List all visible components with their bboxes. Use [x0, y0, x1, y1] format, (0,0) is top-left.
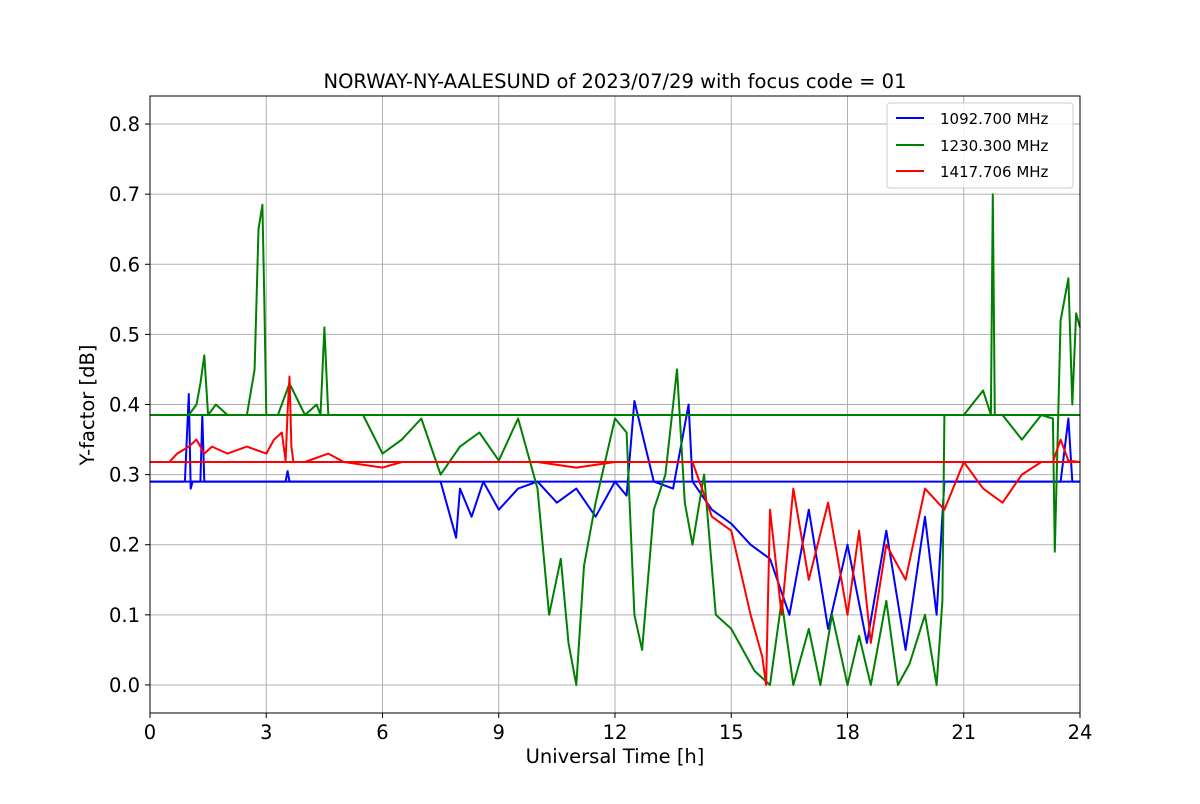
chart-title: NORWAY-NY-AALESUND of 2023/07/29 with fo… [324, 70, 907, 93]
x-tick-label: 24 [1068, 721, 1093, 744]
x-axis-label: Universal Time [h] [526, 745, 705, 768]
x-tick-label: 21 [951, 721, 976, 744]
x-tick-label: 12 [603, 721, 628, 744]
legend-label-1230: 1230.300 MHz [940, 137, 1049, 155]
x-tick-label: 9 [493, 721, 505, 744]
y-tick-label: 0.8 [109, 113, 140, 136]
x-tick-label: 18 [835, 721, 860, 744]
x-tick-label: 6 [376, 721, 388, 744]
legend-box [886, 102, 1074, 189]
y-tick-label: 0.2 [109, 534, 140, 557]
y-axis-label: Y-factor [dB] [76, 345, 99, 467]
series-lines [150, 193, 1081, 686]
y-tick-label: 0.7 [109, 183, 140, 206]
series-1092-line [150, 393, 1080, 651]
x-tick-label: 15 [719, 721, 744, 744]
x-tick-label: 0 [144, 721, 156, 744]
legend-label-1417: 1417.706 MHz [940, 163, 1049, 181]
series-1230-line [150, 193, 1081, 686]
y-tick-label: 0.0 [109, 674, 140, 697]
axis-ticks: 0 3 6 9 12 15 18 21 24 0.0 0.1 0.2 0.3 0.4 0.5 0.6 0.7 0.… [109, 113, 1092, 744]
series-1417-line [150, 375, 1081, 686]
y-tick-label: 0.5 [109, 323, 140, 346]
legend: 1092.700 MHz 1230.300 MHz 1417.706 MHz [886, 102, 1074, 189]
y-tick-label: 0.1 [109, 604, 140, 627]
y-tick-label: 0.4 [109, 394, 140, 417]
x-tick-label: 3 [260, 721, 272, 744]
y-tick-label: 0.6 [109, 253, 140, 276]
legend-label-1092: 1092.700 MHz [940, 110, 1049, 128]
y-tick-label: 0.3 [109, 464, 140, 487]
